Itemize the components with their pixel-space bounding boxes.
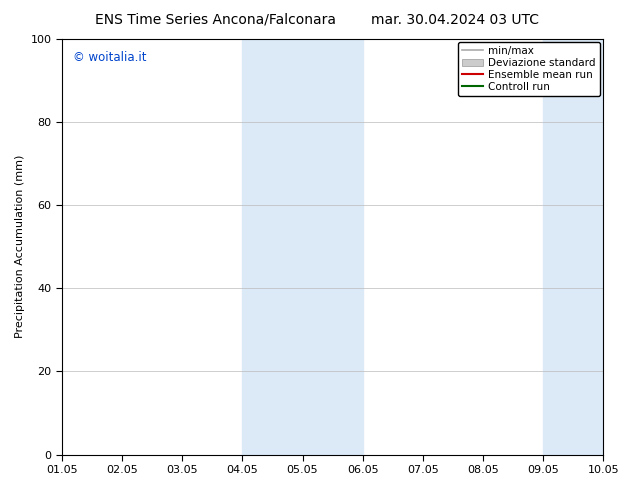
Text: © woitalia.it: © woitalia.it bbox=[73, 51, 146, 64]
Bar bbox=[543, 39, 603, 455]
Bar bbox=[242, 39, 363, 455]
Y-axis label: Precipitation Accumulation (mm): Precipitation Accumulation (mm) bbox=[15, 155, 25, 338]
Legend: min/max, Deviazione standard, Ensemble mean run, Controll run: min/max, Deviazione standard, Ensemble m… bbox=[458, 42, 600, 97]
Text: ENS Time Series Ancona/Falconara        mar. 30.04.2024 03 UTC: ENS Time Series Ancona/Falconara mar. 30… bbox=[95, 12, 539, 26]
